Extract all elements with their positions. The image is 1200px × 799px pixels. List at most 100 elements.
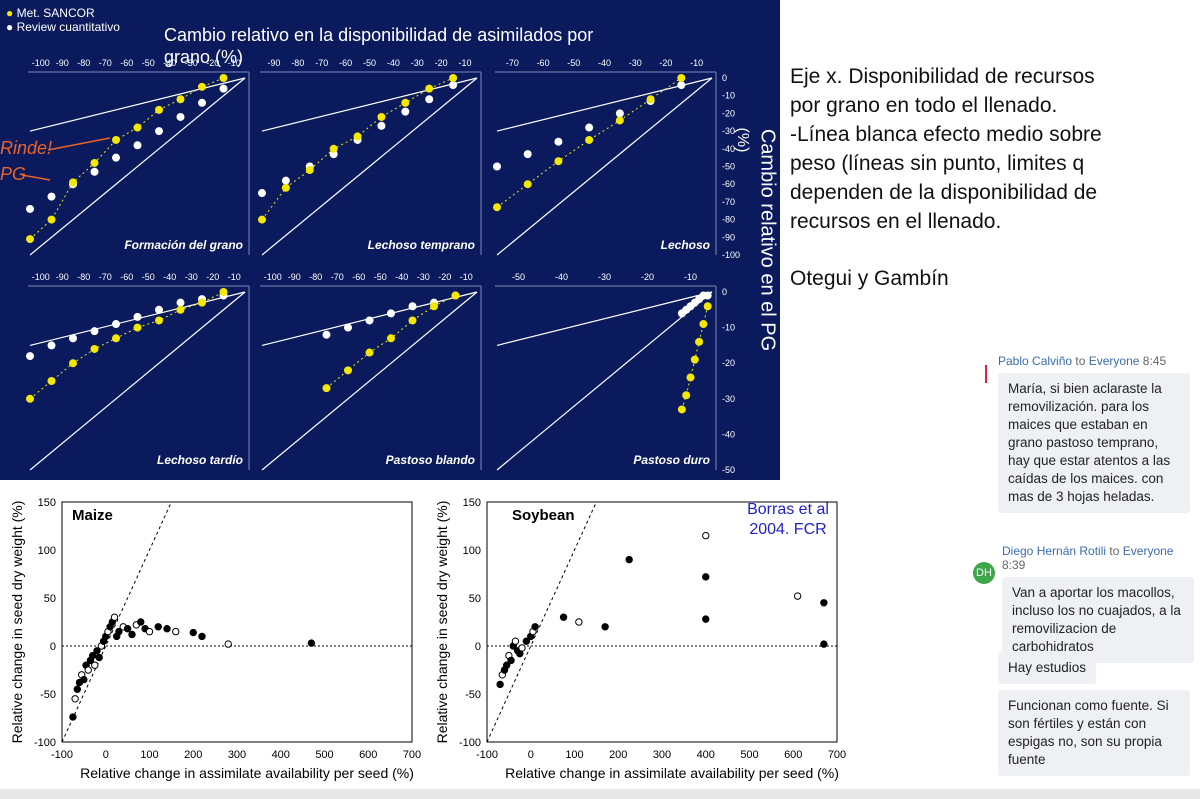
right-axis-label: Cambio relativo en el PG [756, 128, 779, 352]
chat-bubble-1: María, si bien aclaraste la removilizaci… [998, 373, 1190, 513]
sancor-point [523, 180, 532, 189]
y-tick-label: -90 [722, 232, 735, 242]
y-tick-label: -100 [34, 737, 56, 749]
chat-message-3[interactable]: Hay estudios [998, 652, 1097, 684]
data-point [307, 639, 316, 647]
data-point [154, 623, 162, 631]
x-tick-label: -100 [51, 749, 73, 761]
stage-label: Lechoso temprano [368, 238, 475, 252]
sancor-point [682, 391, 691, 400]
data-point [531, 623, 539, 631]
y-tick-label: 150 [38, 497, 56, 509]
x-tick-label: -30 [598, 272, 611, 282]
data-point [73, 685, 82, 693]
one-to-one-line [61, 501, 172, 743]
review-point [69, 334, 77, 343]
unread-divider [985, 365, 987, 383]
chat-message-2[interactable]: Diego Hernán Rotili to Everyone 8:39 Van… [1002, 544, 1194, 663]
x-tick-label: -30 [185, 58, 198, 68]
y-tick-label: 0 [722, 287, 727, 297]
x-tick-label: 200 [609, 749, 627, 761]
plot-frame [486, 501, 838, 743]
chat-bubble-4: Funcionan como fuente. Si son fértiles y… [998, 690, 1190, 776]
x-tick-label: -90 [288, 272, 301, 282]
review-point [344, 323, 352, 332]
x-tick-label: -20 [659, 58, 672, 68]
review-point [47, 192, 56, 201]
x-tick-label: 300 [653, 749, 671, 761]
chat-message-1[interactable]: Pablo Calviño to Everyone 8:45 María, si… [998, 354, 1190, 513]
chat-bubble-3: Hay estudios [998, 652, 1097, 684]
x-tick-label: 0 [528, 749, 534, 761]
y-tick-label: -50 [40, 689, 56, 701]
data-point [820, 640, 828, 648]
y-tick-label: -100 [459, 737, 481, 749]
mean-effect-line [29, 77, 246, 132]
review-point [615, 109, 624, 118]
data-point [80, 675, 88, 684]
data-point [198, 632, 206, 641]
data-point [115, 627, 123, 636]
x-tick-label: -30 [411, 58, 424, 68]
x-tick-label: -20 [641, 272, 654, 282]
x-tick-label: 100 [140, 749, 158, 761]
data-point [128, 630, 136, 639]
data-point [137, 618, 145, 626]
x-tick-label: -60 [352, 272, 365, 282]
data-point [502, 661, 511, 669]
chat-message-4[interactable]: Funcionan como fuente. Si son fértiles y… [998, 690, 1190, 776]
data-point [189, 628, 197, 637]
sancor-point [198, 298, 206, 307]
y-tick-label: 50 [469, 593, 481, 605]
x-axis-label: Relative change in assimilate availabili… [505, 765, 839, 781]
citation: Borras et al 2004. FCR [747, 501, 829, 538]
avatar: DH [973, 562, 995, 584]
review-point [26, 204, 34, 213]
data-point [559, 613, 568, 621]
data-point [71, 695, 79, 703]
chart-title: Soybean [512, 507, 575, 524]
y-tick-label: 150 [463, 497, 481, 509]
data-point [145, 627, 154, 636]
x-tick-label: -10 [228, 58, 241, 68]
review-point [155, 127, 163, 136]
x-tick-label: 0 [103, 749, 109, 761]
y-tick-label: -30 [722, 394, 735, 404]
sancor-point [305, 166, 314, 175]
review-point [258, 189, 266, 198]
sancor-point [646, 95, 655, 104]
x-tick-label: -20 [435, 58, 448, 68]
review-point [90, 167, 99, 176]
one-to-one-line [261, 291, 478, 471]
review-point [322, 330, 331, 339]
slide-blue-panel [0, 0, 780, 480]
x-tick-label: 700 [403, 749, 421, 761]
stage-label: Lechoso tardío [157, 453, 243, 467]
x-tick-label: 600 [784, 749, 802, 761]
chat-header-1: Pablo Calviño to Everyone 8:45 [998, 354, 1167, 368]
x-tick-label: -80 [77, 272, 90, 282]
notes-text: Eje x. Disponibilidad de recursos por gr… [790, 65, 1102, 233]
slide-notes: Eje x. Disponibilidad de recursos por gr… [790, 62, 1120, 293]
data-point [518, 644, 526, 652]
data-point [91, 661, 99, 669]
x-tick-label: -50 [374, 272, 387, 282]
x-tick-label: -80 [309, 272, 322, 282]
x-tick-label: -70 [331, 272, 344, 282]
y-tick-label: -10 [722, 91, 735, 101]
mean-effect-line [261, 77, 478, 132]
sancor-point [353, 132, 362, 141]
data-point [702, 573, 710, 581]
slide-figure: -100 -90 -80 -70 -60 -50 -40 -30 -20 -10Formación… [21, 58, 740, 475]
data-point [69, 713, 77, 721]
x-tick-label: -10 [459, 58, 472, 68]
x-tick-label: -90 [56, 272, 69, 282]
x-tick-label: -20 [206, 58, 219, 68]
annotation-pg: PG [0, 164, 27, 184]
sancor-point [401, 98, 410, 107]
review-point [408, 302, 417, 311]
sancor-point [155, 316, 163, 325]
data-point [163, 625, 171, 633]
x-tick-label: -90 [267, 58, 280, 68]
x-tick-label: -40 [395, 272, 408, 282]
